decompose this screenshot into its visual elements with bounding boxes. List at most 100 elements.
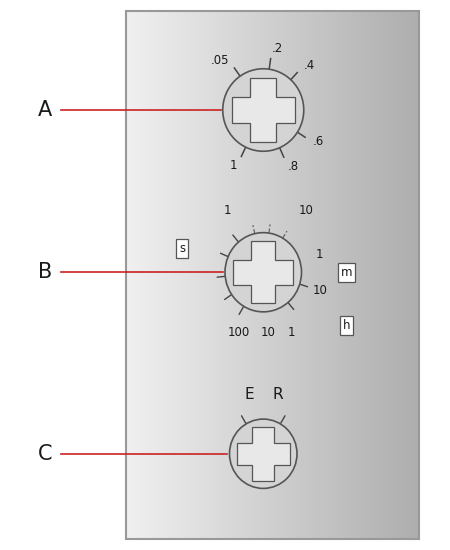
Bar [339,11,341,539]
Bar [378,11,379,539]
Bar [323,11,324,539]
Bar [157,11,158,539]
Bar [408,11,409,539]
Bar [217,11,218,539]
Bar [292,11,293,539]
Bar [401,11,402,539]
Bar [168,11,169,539]
Ellipse shape [225,233,302,312]
Bar [324,11,325,539]
Bar [243,11,244,539]
Bar [270,11,271,539]
Bar [173,11,174,539]
Bar [178,11,179,539]
Text: h: h [343,319,350,332]
Bar [417,11,418,539]
Bar [256,11,257,539]
Bar [374,11,375,539]
Bar [188,11,189,539]
Bar [148,11,149,539]
Bar [350,11,351,539]
Bar [322,11,323,539]
Bar [191,11,193,539]
Bar [343,11,345,539]
Bar [216,11,217,539]
Bar [220,11,221,539]
Bar [328,11,329,539]
Text: 100: 100 [227,326,250,339]
Bar [351,11,352,539]
Text: E: E [245,387,255,402]
Bar [145,11,147,539]
Bar [395,11,396,539]
Bar [312,11,314,539]
Bar [314,11,315,539]
Text: C: C [38,444,52,464]
Bar [275,11,276,539]
Bar [306,11,308,539]
Bar [176,11,177,539]
Bar [284,11,285,539]
Bar [413,11,414,539]
Bar [374,11,376,539]
Bar [330,11,331,539]
Text: .2: .2 [272,42,284,55]
Bar [185,11,187,539]
Bar [308,11,310,539]
Bar [418,11,419,539]
Bar [369,11,370,539]
Bar [224,11,225,539]
Bar [310,11,311,539]
Bar [260,11,261,539]
Bar [213,11,214,539]
Bar [280,11,281,539]
Bar [266,11,268,539]
Bar [180,11,182,539]
Text: R: R [272,387,283,402]
Bar [264,11,265,539]
Polygon shape [232,78,295,142]
Bar [194,11,195,539]
Bar [235,11,236,539]
Bar [150,11,152,539]
Bar [233,11,234,539]
Ellipse shape [223,69,304,151]
Bar [361,11,362,539]
Bar [174,11,175,539]
Bar [180,11,181,539]
Bar [202,11,203,539]
Bar [354,11,356,539]
Bar [346,11,347,539]
Bar [364,11,365,539]
Bar [319,11,320,539]
Bar [127,11,128,539]
Bar [211,11,212,539]
Bar [184,11,186,539]
Bar [320,11,321,539]
Bar [250,11,251,539]
Bar [411,11,412,539]
Bar [164,11,165,539]
Bar [231,11,233,539]
Bar [290,11,291,539]
Bar [151,11,153,539]
Bar [207,11,208,539]
Bar [317,11,318,539]
Bar [338,11,339,539]
Bar [344,11,346,539]
Bar [177,11,178,539]
Bar [301,11,302,539]
Bar [407,11,408,539]
Bar [363,11,364,539]
Bar [391,11,392,539]
Bar [162,11,163,539]
Bar [184,11,185,539]
Bar [347,11,349,539]
Bar [338,11,340,539]
Bar [356,11,357,539]
Bar [239,11,240,539]
Bar [259,11,260,539]
Bar [255,11,256,539]
Bar [368,11,369,539]
Bar [337,11,338,539]
